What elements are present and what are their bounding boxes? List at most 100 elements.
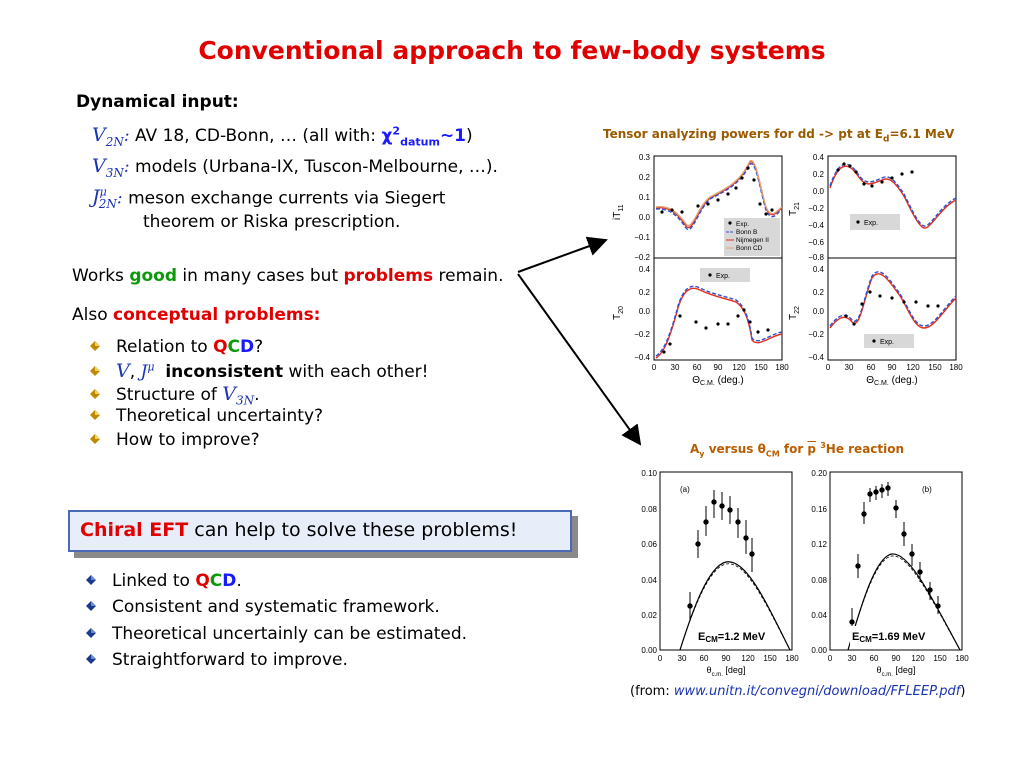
data-points-it11 bbox=[660, 166, 774, 216]
problem-item: How to improve? bbox=[90, 430, 260, 450]
panel-b-tag: (b) bbox=[922, 485, 932, 494]
chiral-eft-callout: Chiral EFT can help to solve these probl… bbox=[68, 510, 572, 552]
ylabel-t20: T20 bbox=[612, 306, 625, 320]
svg-text:0: 0 bbox=[658, 654, 663, 663]
svg-text:Exp.: Exp. bbox=[880, 339, 894, 346]
eft-item: Theoretical uncertainly can be estimated… bbox=[86, 624, 467, 644]
svg-text:180: 180 bbox=[955, 654, 969, 663]
data-points-t22 bbox=[844, 290, 940, 326]
svg-text:−0.2: −0.2 bbox=[808, 330, 824, 339]
svg-text:0.10: 0.10 bbox=[641, 469, 657, 478]
svg-text:Nijmegen II: Nijmegen II bbox=[736, 237, 769, 244]
ay-figure-title: Ay versus θCM for p 3He reaction bbox=[690, 441, 905, 459]
svg-text:0.3: 0.3 bbox=[639, 153, 651, 162]
svg-text:0: 0 bbox=[652, 363, 657, 372]
curve-bonnb-t22 bbox=[829, 271, 957, 327]
source-link[interactable]: www.unitn.it/convegni/download/FFLEEP.pd… bbox=[673, 684, 961, 699]
svg-text:0.0: 0.0 bbox=[813, 187, 825, 196]
legend-t20: Exp. bbox=[700, 268, 750, 282]
curve-bonnb-t20 bbox=[655, 285, 783, 357]
data-points-b bbox=[849, 482, 941, 638]
xlabel-right: ΘC.M. (deg.) bbox=[866, 375, 917, 387]
svg-text:0.4: 0.4 bbox=[813, 153, 825, 162]
svg-text:Bonn B: Bonn B bbox=[736, 229, 757, 236]
curve-bonnb-t21 bbox=[829, 163, 957, 227]
svg-text:−0.1: −0.1 bbox=[634, 233, 650, 242]
svg-text:0.00: 0.00 bbox=[811, 646, 827, 655]
svg-text:60: 60 bbox=[693, 363, 702, 372]
svg-text:−0.2: −0.2 bbox=[808, 204, 824, 213]
svg-text:0.2: 0.2 bbox=[639, 173, 651, 182]
svg-text:60: 60 bbox=[700, 654, 709, 663]
svg-text:−0.4: −0.4 bbox=[634, 353, 650, 362]
bullet-icon bbox=[86, 575, 96, 585]
svg-text:150: 150 bbox=[754, 363, 768, 372]
svg-text:0.08: 0.08 bbox=[641, 505, 657, 514]
j2n-line-2: theorem or Riska prescription. bbox=[143, 212, 401, 232]
svg-text:30: 30 bbox=[671, 363, 680, 372]
problem-item: V, Jμ inconsistent with each other! bbox=[90, 360, 428, 382]
legend-t22: Exp. bbox=[864, 334, 914, 348]
svg-text:−0.8: −0.8 bbox=[808, 253, 824, 262]
bullet-icon bbox=[90, 434, 100, 444]
svg-text:Bonn CD: Bonn CD bbox=[736, 245, 763, 252]
data-points-a bbox=[687, 490, 755, 620]
svg-text:90: 90 bbox=[888, 363, 897, 372]
svg-text:0.06: 0.06 bbox=[641, 540, 657, 549]
svg-text:120: 120 bbox=[911, 654, 925, 663]
svg-text:0.0: 0.0 bbox=[639, 213, 651, 222]
yticks-a: 0.10 0.08 0.06 0.04 0.02 0.00 bbox=[641, 469, 657, 655]
xlabel-b: θc.m. [deg] bbox=[877, 665, 916, 678]
tensor-figure: 0.3 0.2 0.1 0.0 −0.1 −0.2 0.4 0.2 0.0 −0… bbox=[612, 153, 963, 387]
panel-t21 bbox=[827, 155, 957, 259]
v3n-line: V3N: models (Urbana-IX, Tuscon-Melbourne… bbox=[92, 155, 498, 180]
yticks-t22: 0.4 0.2 0.0 −0.2 −0.4 bbox=[808, 265, 824, 362]
also-statement: Also conceptual problems: bbox=[72, 305, 321, 325]
svg-text:0.00: 0.00 bbox=[641, 646, 657, 655]
yticks-t21: 0.4 0.2 0.0 −0.2 −0.4 −0.6 −0.8 bbox=[808, 153, 824, 262]
j2n-line: Jμ2N: meson exchange currents via Sieger… bbox=[92, 186, 446, 212]
svg-text:30: 30 bbox=[678, 654, 687, 663]
panel-a bbox=[659, 471, 793, 651]
ay-figure: 0.10 0.08 0.06 0.04 0.02 0.00 0.20 0.16 … bbox=[641, 469, 969, 678]
panel-b bbox=[829, 471, 963, 651]
bullet-icon bbox=[86, 628, 96, 638]
works-statement: Works good in many cases but problems re… bbox=[72, 266, 504, 286]
xticks-right: 0 30 60 90 120 150 180 bbox=[826, 363, 963, 372]
svg-text:90: 90 bbox=[722, 654, 731, 663]
v2n-symbol: V2N bbox=[92, 124, 124, 149]
bullet-icon bbox=[90, 389, 100, 399]
svg-text:Exp.: Exp. bbox=[716, 273, 730, 280]
svg-text:0.04: 0.04 bbox=[811, 611, 827, 620]
eft-item: Linked to QCD. bbox=[86, 571, 242, 591]
dynamical-input-heading: Dynamical input: bbox=[76, 92, 239, 112]
svg-text:0.0: 0.0 bbox=[639, 307, 651, 316]
problem-item: Structure of V3N. bbox=[90, 383, 260, 407]
yticks-it11: 0.3 0.2 0.1 0.0 −0.1 −0.2 bbox=[634, 153, 650, 262]
energy-label-a: ECM=1.2 MeV bbox=[698, 631, 766, 644]
legend-t21: Exp. bbox=[850, 214, 900, 230]
panel-t22 bbox=[827, 257, 957, 361]
svg-text:0: 0 bbox=[828, 654, 833, 663]
bullet-icon bbox=[90, 410, 100, 420]
data-points-t21 bbox=[836, 162, 914, 188]
ylabel-t22: T22 bbox=[788, 306, 801, 320]
svg-text:30: 30 bbox=[845, 363, 854, 372]
svg-text:0: 0 bbox=[826, 363, 831, 372]
energy-label-b: ECM=1.69 MeV bbox=[852, 631, 926, 644]
curve-b-dashed bbox=[847, 555, 961, 651]
svg-text:−0.2: −0.2 bbox=[634, 330, 650, 339]
svg-text:−0.4: −0.4 bbox=[808, 221, 824, 230]
svg-text:0.08: 0.08 bbox=[811, 576, 827, 585]
curve-nijm-t22 bbox=[829, 273, 957, 329]
svg-text:0.02: 0.02 bbox=[641, 611, 657, 620]
data-points-t20 bbox=[662, 308, 770, 354]
svg-text:90: 90 bbox=[714, 363, 723, 372]
panel-t20 bbox=[653, 257, 783, 361]
svg-text:0.1: 0.1 bbox=[639, 193, 651, 202]
xlabel-a: θc.m. [deg] bbox=[707, 665, 746, 678]
svg-text:0.20: 0.20 bbox=[811, 469, 827, 478]
svg-text:150: 150 bbox=[763, 654, 777, 663]
xlabel-left: ΘC.M. (deg.) bbox=[692, 375, 743, 387]
